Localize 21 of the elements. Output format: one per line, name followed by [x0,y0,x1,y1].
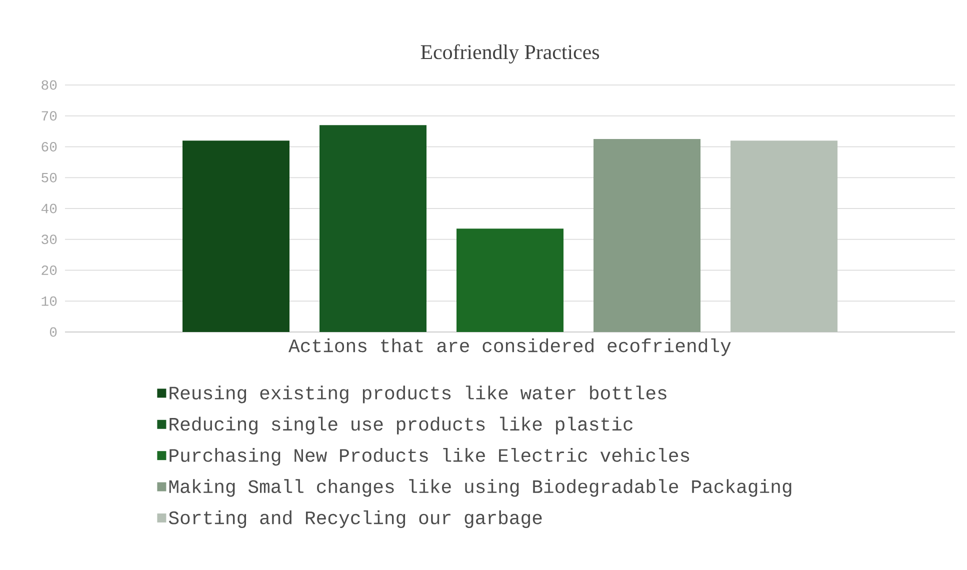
y-tick-label: 50 [42,172,57,182]
legend-label: Making Small changes like using Biodegradable Packaging [169,479,792,497]
bar [730,140,838,332]
legend-label: Sorting and Recycling our garbage [168,510,542,528]
y-tick-label: 0 [50,327,57,337]
y-tick-label: 10 [42,296,57,306]
bar [320,125,427,332]
y-tick-label: 80 [42,80,57,90]
y-tick-label: 70 [42,111,57,121]
legend-label: Reducing single use products like plastic [170,416,632,434]
bar [594,139,701,332]
legend-label: Reusing existing products like water bottles [170,386,666,404]
y-tick-label: 20 [42,266,57,275]
y-tick-label: 60 [42,142,57,152]
y-tick-label: 30 [42,234,57,244]
y-tick-label: 40 [41,204,57,214]
bar [182,140,290,332]
legend-label: Purchasing New Products like Electric vehicles [170,448,690,466]
x-axis-title: Actions that are considered ecofriendly [288,338,731,356]
bar [456,228,564,332]
chart-title: Ecofriendly Practices [420,44,600,64]
